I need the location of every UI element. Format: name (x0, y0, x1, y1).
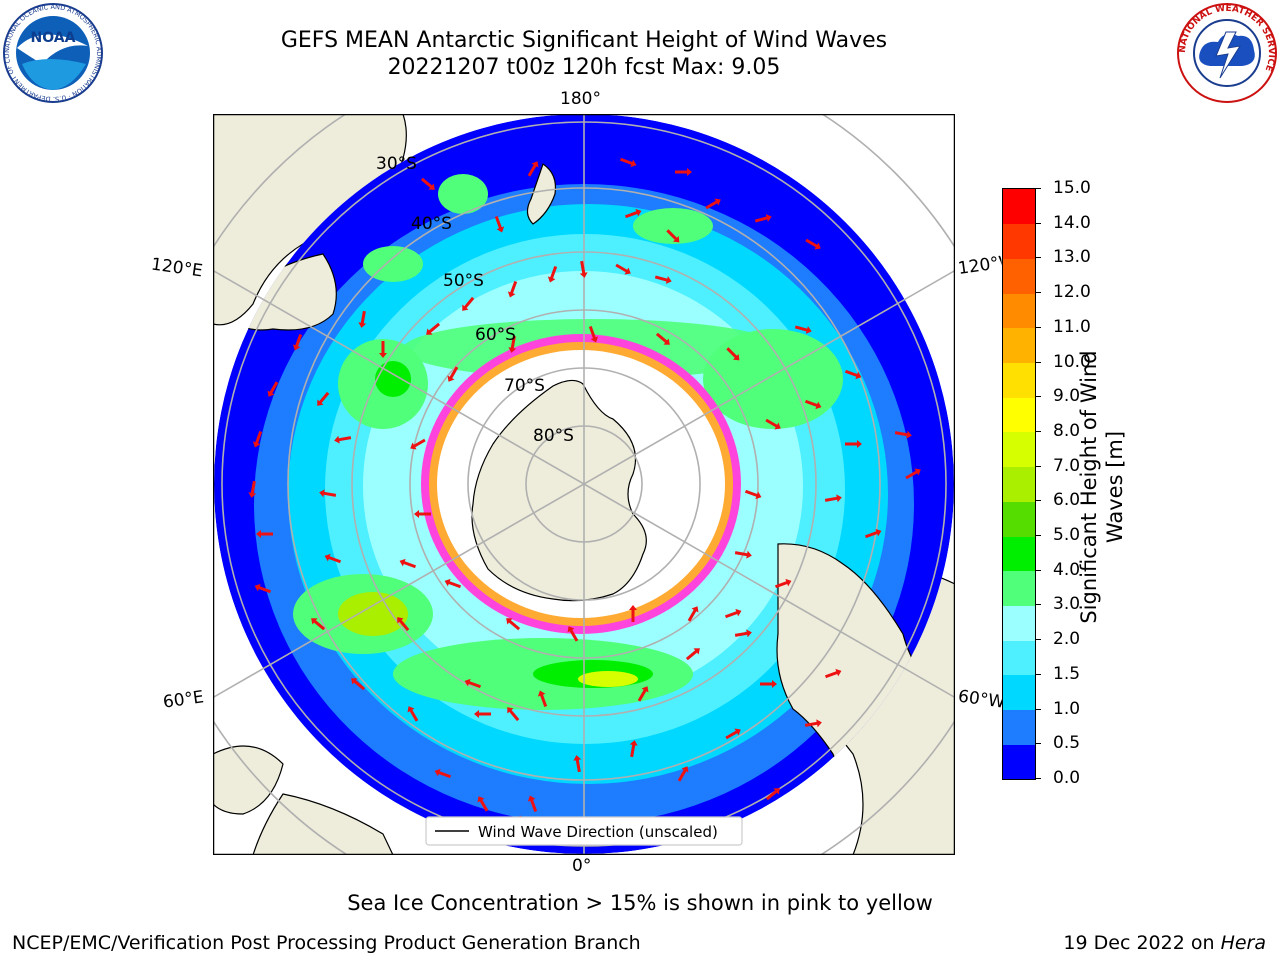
colorbar-tick-label: 11.0 (1053, 316, 1091, 337)
colorbar-band (1003, 640, 1035, 676)
colorbar-band (1003, 431, 1035, 468)
colorbar-band (1003, 744, 1035, 780)
colorbar-tick-mark (1035, 396, 1041, 398)
colorbar-tick-mark (1035, 465, 1041, 467)
footer-host: Hera (1220, 932, 1266, 954)
colorbar-tick-label: 7.0 (1053, 455, 1081, 476)
chart-title-line2: 20221207 t00z 120h fcst Max: 9.05 (387, 55, 781, 80)
colorbar-band (1003, 293, 1035, 329)
colorbar-tick-mark (1035, 778, 1041, 779)
colorbar-tick-label: 1.0 (1053, 698, 1081, 719)
colorbar-tick-label: 3.0 (1053, 594, 1081, 615)
footer-branch: NCEP/EMC/Verification Post Processing Pr… (12, 932, 641, 954)
colorbar-band (1003, 466, 1035, 502)
colorbar-band (1003, 605, 1035, 641)
lat-label-50s: 50°S (443, 271, 484, 291)
colorbar-tick-mark (1035, 708, 1041, 710)
lon-label-0: 0° (572, 856, 592, 876)
colorbar-tick-mark (1035, 292, 1041, 294)
colorbar-band (1003, 397, 1035, 433)
colorbar-tick-label: 6.0 (1053, 490, 1081, 511)
colorbar-tick-label: 14.0 (1053, 212, 1091, 233)
lat-label-60s: 60°S (475, 325, 516, 345)
nws-logo: NATIONAL WEATHER SERVICE (1177, 3, 1277, 103)
colorbar-tick-mark (1035, 430, 1041, 432)
antarctica (471, 379, 647, 602)
colorbar-tick-label: 5.0 (1053, 525, 1081, 546)
colorbar-tick-mark (1035, 535, 1041, 537)
latitude-labels: 30°S 40°S 50°S 60°S 70°S 80°S (376, 154, 574, 446)
map-panel: 30°S 40°S 50°S 60°S 70°S 80°S Wind Wave … (213, 114, 955, 855)
colorbar-tick-mark (1035, 604, 1041, 606)
lat-label-80s: 80°S (533, 426, 574, 446)
footer-date: 19 Dec 2022 on Hera (1063, 932, 1266, 954)
lon-label-120e: 120°E (149, 254, 204, 282)
colorbar-tick-label: 12.0 (1053, 282, 1091, 303)
chart-title-line1: GEFS MEAN Antarctic Significant Height o… (280, 28, 888, 53)
colorbar-fill (1003, 189, 1035, 780)
colorbar-tick-label: 4.0 (1053, 559, 1081, 580)
footer-date-text: 19 Dec 2022 on (1063, 932, 1215, 954)
colorbar-tick-label: 15.0 (1053, 178, 1091, 198)
colorbar-band (1003, 501, 1035, 537)
colorbar-band (1003, 709, 1035, 745)
lat-label-30s: 30°S (376, 154, 417, 174)
colorbar-tick-mark (1035, 569, 1041, 571)
colorbar-tick-label: 9.0 (1053, 386, 1081, 407)
lat-label-40s: 40°S (411, 214, 452, 234)
colorbar-tick-mark (1035, 639, 1041, 641)
lon-label-60e: 60°E (161, 687, 206, 713)
colorbar-band (1003, 536, 1035, 572)
lon-label-120w: 120°W (956, 253, 1004, 279)
colorbar-tick-mark (1035, 257, 1041, 259)
colorbar-band (1003, 674, 1035, 711)
colorbar-tick-label: 10.0 (1053, 351, 1091, 372)
colorbar-label-line2: Waves [m] (1103, 430, 1127, 544)
colorbar-band (1003, 570, 1035, 606)
colorbar-band (1003, 189, 1035, 225)
colorbar-tick-mark (1035, 743, 1041, 745)
colorbar-tick-mark (1035, 500, 1041, 502)
legend-label: Wind Wave Direction (unscaled) (478, 823, 718, 841)
wind-wave-arrows (248, 157, 921, 843)
map-frame (213, 114, 955, 855)
lat-label-70s: 70°S (504, 376, 545, 396)
noaa-text: NOAA (31, 30, 76, 46)
colorbar-label-line1: Significant Height of Wind (1077, 350, 1101, 624)
colorbar-band (1003, 327, 1035, 364)
graticule (213, 114, 955, 855)
colorbar-band (1003, 362, 1035, 398)
colorbar-tick-mark (1035, 326, 1041, 328)
noaa-logo: NATIONAL OCEANIC AND ATMOSPHERIC ADMINIS… (2, 2, 103, 103)
colorbar (1002, 188, 1036, 780)
ice-note: Sea Ice Concentration > 15% is shown in … (347, 891, 933, 915)
colorbar-tick-label: 1.5 (1053, 663, 1081, 684)
colorbar-tick-mark (1035, 361, 1041, 363)
map-legend: Wind Wave Direction (unscaled) (425, 816, 743, 846)
colorbar-band (1003, 223, 1035, 259)
colorbar-tick-label: 8.0 (1053, 420, 1081, 441)
lon-label-180: 180° (560, 89, 601, 109)
colorbar-band (1003, 258, 1035, 294)
colorbar-tick-mark (1035, 673, 1041, 675)
colorbar-tick-label: 0.0 (1053, 768, 1081, 788)
colorbar-tick-label: 2.0 (1053, 629, 1081, 650)
colorbar-tick-mark (1035, 222, 1041, 224)
colorbar-tick-label: 0.5 (1053, 733, 1081, 754)
colorbar-tick-label: 13.0 (1053, 247, 1091, 268)
colorbar-tick-mark (1035, 188, 1041, 189)
